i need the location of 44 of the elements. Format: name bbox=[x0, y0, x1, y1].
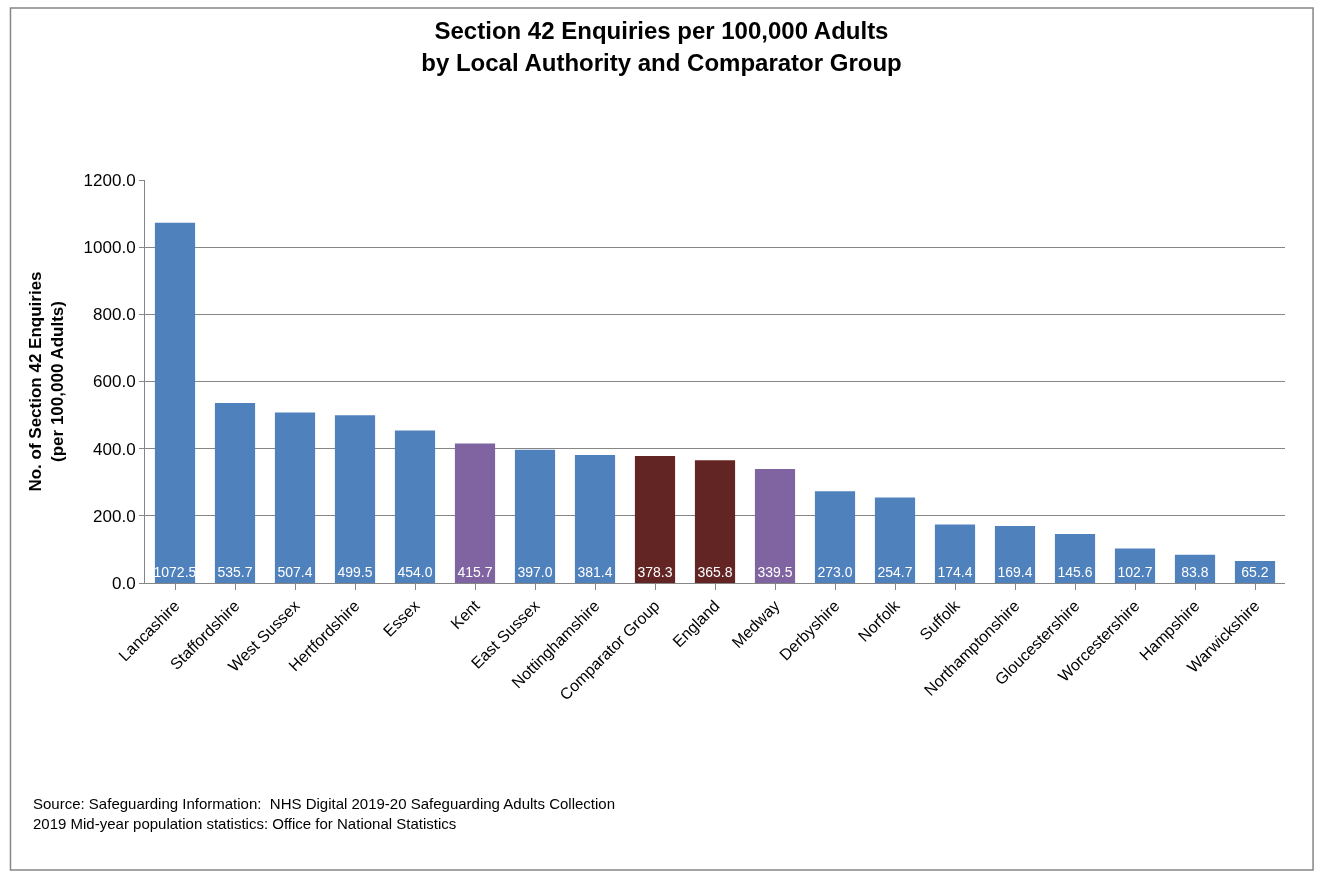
bar bbox=[394, 430, 436, 583]
data-label: 454.0 bbox=[397, 564, 433, 580]
y-tick-label: 1200.0 bbox=[83, 170, 136, 190]
y-tick-label: 600.0 bbox=[93, 372, 136, 392]
bar bbox=[274, 412, 316, 583]
bar bbox=[154, 222, 196, 583]
bar bbox=[994, 526, 1036, 583]
data-label: 535.7 bbox=[217, 564, 253, 580]
y-tick-label: 0.0 bbox=[111, 573, 136, 593]
data-label: 83.8 bbox=[1181, 564, 1209, 580]
y-tick-label: 400.0 bbox=[93, 439, 136, 459]
bar bbox=[334, 415, 376, 583]
bar bbox=[934, 524, 976, 583]
data-label: 378.3 bbox=[637, 564, 673, 580]
data-label: 169.4 bbox=[997, 564, 1033, 580]
data-label: 273.0 bbox=[817, 564, 853, 580]
data-label: 174.4 bbox=[937, 564, 973, 580]
data-label: 254.7 bbox=[877, 564, 913, 580]
y-tick-label: 800.0 bbox=[93, 305, 136, 325]
y-tick-label: 1000.0 bbox=[83, 238, 136, 258]
data-label: 415.7 bbox=[457, 564, 493, 580]
bar bbox=[514, 449, 556, 583]
y-axis-title: No. of Section 42 Enquiries (per 100,000 Adults) bbox=[26, 271, 68, 492]
data-label: 145.6 bbox=[1057, 564, 1093, 580]
data-label: 65.2 bbox=[1241, 564, 1269, 580]
bar bbox=[1054, 534, 1096, 583]
data-label: 507.4 bbox=[277, 564, 313, 580]
data-label: 365.8 bbox=[697, 564, 733, 580]
data-label: 397.0 bbox=[517, 564, 553, 580]
bar bbox=[214, 403, 256, 583]
data-label: 339.5 bbox=[757, 564, 793, 580]
bar bbox=[454, 443, 496, 583]
bar bbox=[694, 460, 736, 583]
chart-title: Section 42 Enquiries per 100,000 Adults by Local Authority and Comparator Group bbox=[421, 17, 902, 76]
data-label: 499.5 bbox=[337, 564, 373, 580]
bar bbox=[574, 454, 616, 583]
data-label: 381.4 bbox=[577, 564, 613, 580]
bar bbox=[754, 468, 796, 583]
data-label: 102.7 bbox=[1117, 564, 1153, 580]
bar bbox=[814, 491, 856, 583]
bar bbox=[874, 497, 916, 583]
y-tick-label: 200.0 bbox=[93, 506, 136, 526]
source-note: Source: Safeguarding Information: NHS Digital 2019-20 Safeguarding Adults Collection 2019 Mid-year population statistics: Office for National Statistics bbox=[33, 795, 616, 832]
bar bbox=[634, 455, 676, 583]
